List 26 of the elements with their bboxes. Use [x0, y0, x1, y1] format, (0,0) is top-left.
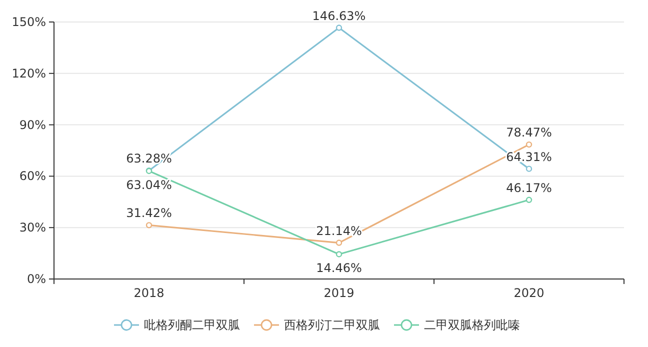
legend-label: 吡格列酮二甲双胍	[144, 318, 240, 332]
point	[526, 196, 532, 203]
point	[526, 141, 532, 148]
x-tick-label: 2020	[514, 286, 544, 300]
y-tick-label: 60%	[19, 169, 46, 184]
y-tick-label: 90%	[19, 118, 46, 132]
y-tick-label: 120%	[12, 66, 46, 80]
data-label: 21.14%	[316, 224, 362, 238]
data-label: 78.47%	[506, 126, 552, 140]
point	[336, 251, 342, 258]
y-tick-label: 0%	[26, 272, 46, 286]
y-tick-label: 30%	[19, 220, 46, 235]
legend-label: 西格列汀二甲双胍	[284, 318, 380, 332]
data-label: 46.17%	[506, 180, 552, 195]
data-label: 146.63%	[312, 8, 366, 23]
data-label: 63.04%	[126, 178, 172, 192]
data-label: 31.42%	[126, 206, 172, 220]
point	[336, 24, 342, 31]
point	[526, 166, 532, 172]
data-label: 14.46%	[316, 261, 362, 276]
point	[146, 222, 152, 228]
x-tick-label: 2018	[134, 286, 164, 300]
y-tick-label: 150%	[12, 15, 46, 29]
x-tick-label: 2019	[324, 286, 354, 300]
point	[336, 240, 342, 246]
legend-label: 二甲双胍格列吡嗪	[424, 318, 520, 332]
